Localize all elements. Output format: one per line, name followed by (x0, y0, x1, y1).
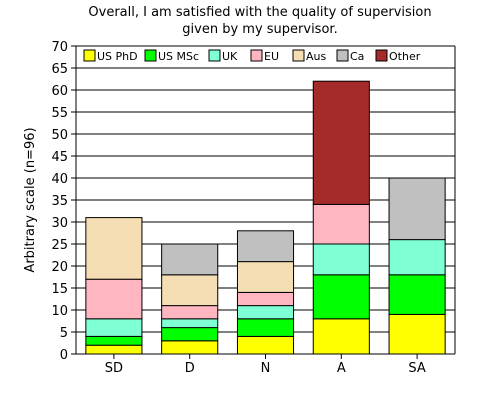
bar-segment-eu-n (236, 291, 295, 307)
legend-label-ca: Ca (350, 50, 364, 63)
x-tick-label: A (337, 361, 346, 376)
bar-segment-eu-a (312, 203, 370, 245)
bar-segment-uk-sd (85, 318, 143, 337)
bar-segment-ca-sa (388, 177, 446, 241)
legend-swatch-us-msc (144, 49, 157, 62)
bars (85, 80, 446, 355)
bar-segment-aus-n (236, 261, 295, 293)
x-tick-label: D (185, 361, 195, 376)
legend-label-eu: EU (264, 50, 279, 63)
y-tick-label: 45 (51, 150, 68, 165)
y-tick-label: 30 (51, 216, 68, 231)
bar-segment-eu-sd (85, 278, 143, 320)
bar-segment-us-phd-d (161, 340, 219, 355)
legend-swatch-us-phd (83, 49, 96, 62)
bar-segment-aus-sd (85, 217, 143, 280)
legend-swatch-other (375, 49, 388, 62)
legend-swatch-aus (292, 49, 305, 62)
legend-swatch-uk (208, 49, 221, 62)
bar-segment-uk-sa (388, 239, 446, 276)
chart-title-line-2: given by my supervisor. (182, 22, 337, 37)
bar-segment-ca-n (236, 230, 295, 263)
y-tick-label: 20 (51, 260, 68, 275)
legend-label-us-msc: US MSc (158, 50, 199, 63)
bar-segment-other-a (312, 80, 370, 205)
bar-segment-ca-d (161, 243, 219, 276)
chart-title-line-1: Overall, I am satisfied with the quality… (88, 5, 431, 20)
bar-segment-us-msc-d (161, 327, 219, 342)
bar-segment-eu-d (161, 305, 219, 320)
bar-segment-us-msc-a (312, 274, 370, 320)
y-tick-label: 25 (51, 238, 68, 253)
y-tick-label: 65 (51, 62, 68, 77)
bar-segment-uk-n (236, 305, 295, 320)
bar-segment-us-phd-n (236, 335, 295, 355)
legend-label-us-phd: US PhD (97, 50, 138, 63)
legend-swatch-ca (336, 49, 349, 62)
y-tick-label: 10 (51, 304, 68, 319)
x-tick-label: SA (408, 361, 425, 376)
y-tick-label: 70 (51, 40, 68, 55)
y-tick-label: 40 (51, 172, 68, 187)
y-axis-label: Arbitrary scale (n=96) (23, 127, 38, 272)
bar-segment-aus-d (161, 274, 219, 307)
y-axis-ticks: 0 5 10 15 20 25 30 35 40 45 50 55 60 65 70 (51, 40, 76, 363)
y-tick-label: 55 (51, 106, 68, 121)
y-tick-label: 5 (60, 326, 68, 341)
bar-segment-uk-a (312, 243, 370, 276)
y-tick-label: 50 (51, 128, 68, 143)
legend-swatch-eu (250, 49, 263, 62)
y-tick-label: 60 (51, 84, 68, 99)
legend-label-aus: Aus (306, 50, 326, 63)
y-tick-label: 0 (60, 348, 68, 363)
bar-segment-us-phd-a (312, 318, 370, 355)
y-tick-label: 15 (51, 282, 68, 297)
x-tick-label: N (261, 361, 271, 376)
legend-label-uk: UK (222, 50, 238, 63)
bar-segment-us-msc-sa (388, 274, 446, 315)
legend-label-other: Other (389, 50, 421, 63)
bar-segment-us-phd-sd (85, 344, 143, 355)
y-tick-label: 35 (51, 194, 68, 209)
bar-segment-us-msc-sd (85, 335, 143, 346)
legend: US PhD US MSc UK EU Aus Ca Other (80, 47, 428, 64)
x-axis-ticks: SD D N A SA (105, 354, 426, 376)
x-tick-label: SD (105, 361, 123, 376)
chart-title: Overall, I am satisfied with the quality… (88, 5, 431, 37)
bar-segment-uk-d (161, 318, 219, 329)
bar-segment-us-msc-n (236, 318, 295, 337)
bar-segment-us-phd-sa (388, 313, 446, 355)
